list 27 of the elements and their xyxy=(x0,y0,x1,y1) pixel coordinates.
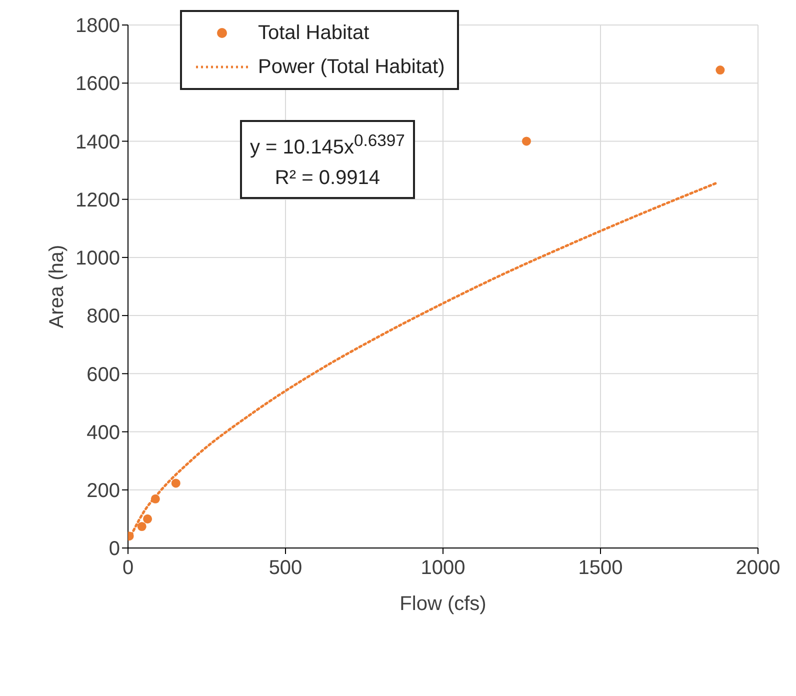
y-tick-label: 600 xyxy=(86,364,120,386)
point xyxy=(716,66,725,75)
y-tick-label: 0 xyxy=(108,538,120,560)
x-tick-label: 1000 xyxy=(420,557,466,580)
x-axis-title: Flow (cfs) xyxy=(400,593,486,615)
point xyxy=(522,136,531,146)
x-tick-label: 1500 xyxy=(578,557,623,580)
y-tick-label: 1000 xyxy=(76,248,120,270)
y-axis-title: Area (ha) xyxy=(46,244,68,328)
y-tick-label: 1800 xyxy=(76,15,120,38)
y-tick-label: 200 xyxy=(86,480,120,502)
point xyxy=(150,494,160,504)
point xyxy=(143,514,152,524)
legend-label: Total Habitat xyxy=(258,22,370,44)
legend-label: Power (Total Habitat) xyxy=(258,56,445,78)
y-tick-label: 1600 xyxy=(76,73,120,96)
point xyxy=(171,478,180,488)
x-tick-label: 0 xyxy=(122,557,134,580)
y-tick-label: 400 xyxy=(86,422,120,444)
annotation: y = 10.145x$^{0.6397}$ xyxy=(250,130,405,161)
annotation: R² = 0.9914 xyxy=(274,166,381,191)
y-tick-label: 800 xyxy=(86,306,120,328)
y-tick-label: 1400 xyxy=(76,131,120,154)
y-tick-label: 1200 xyxy=(76,189,120,212)
x-tick-label: 500 xyxy=(268,557,302,580)
point xyxy=(137,522,146,532)
x-tick-label: 2000 xyxy=(736,557,780,580)
